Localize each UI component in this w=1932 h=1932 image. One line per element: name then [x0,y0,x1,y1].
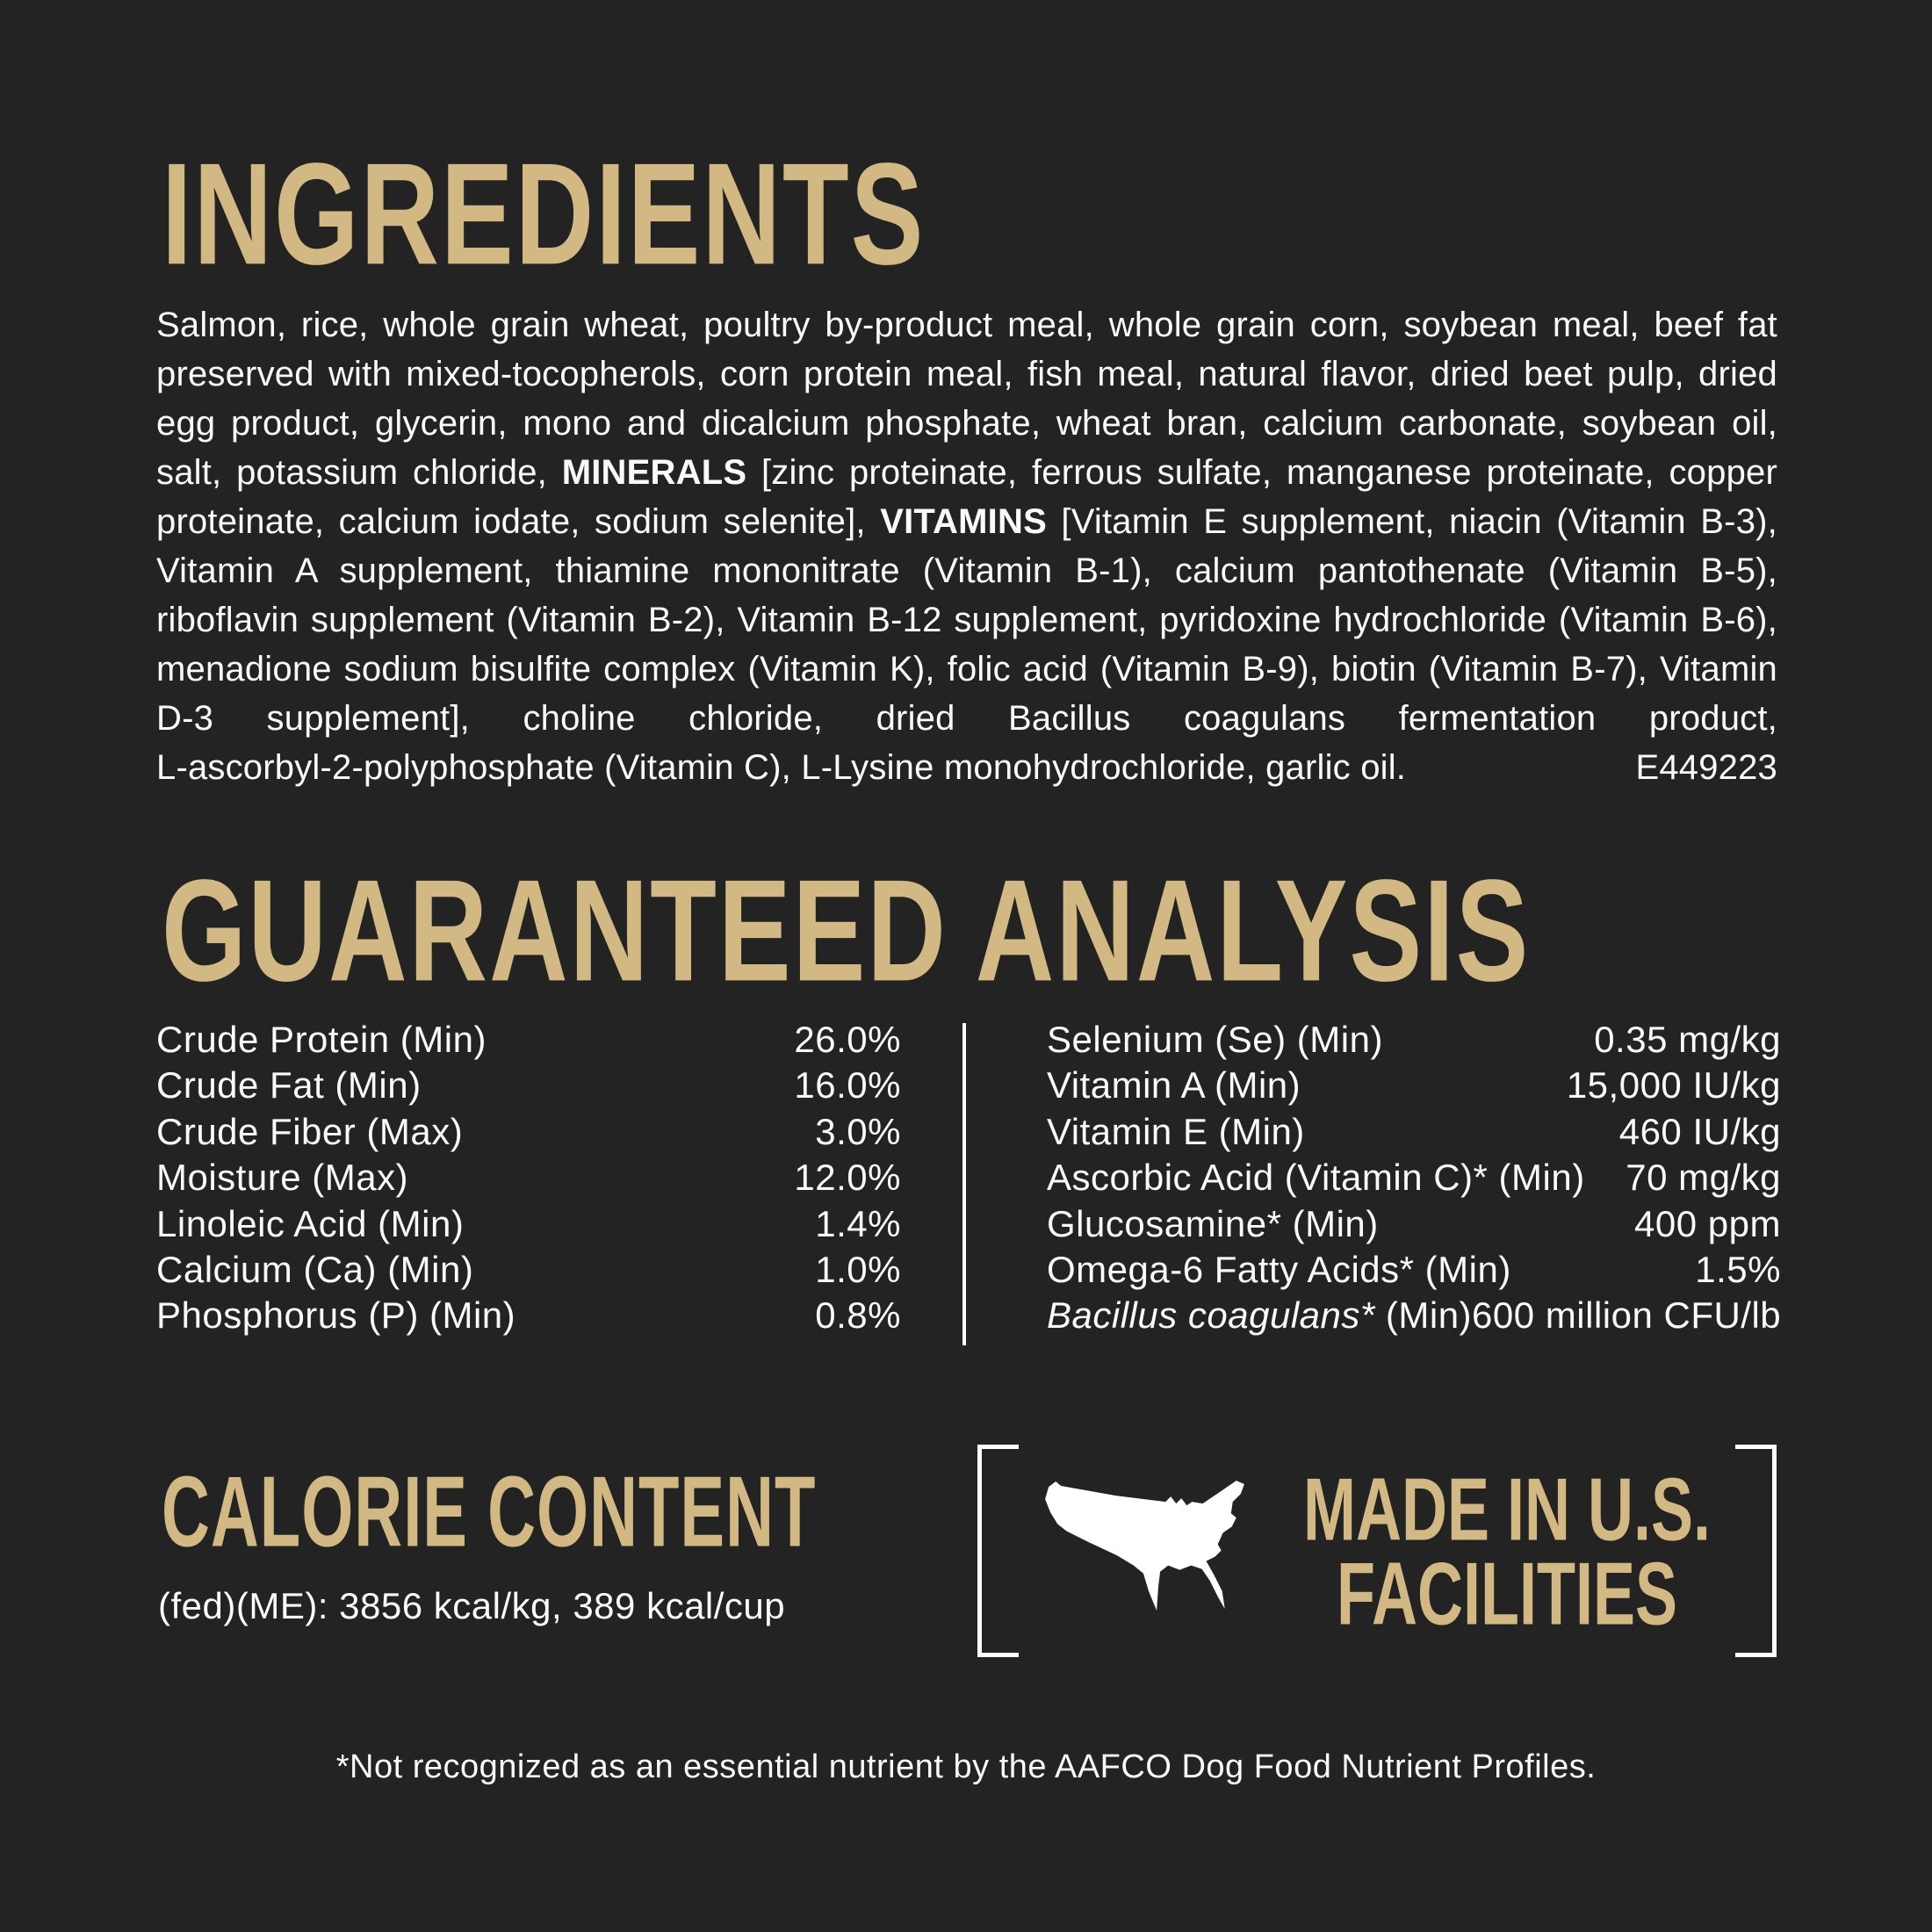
analysis-label: Vitamin E (Min) [1047,1110,1305,1152]
made-in-us-line1: MADE IN U.S. [1302,1460,1712,1561]
analysis-row: Omega-6 Fatty Acids* (Min) 1.5% [1047,1247,1781,1293]
analysis-value: 12.0% [794,1157,901,1199]
analysis-value: 1.4% [815,1202,901,1244]
ingredients-body: Salmon, rice, whole grain wheat, poultry… [156,300,1777,743]
ingredients-paragraph: Salmon, rice, whole grain wheat, poultry… [156,300,1777,792]
guaranteed-analysis-title: GUARANTEED ANALYSIS [162,851,1530,1004]
analysis-value: 0.8% [815,1294,901,1337]
ingredients-body-part1: Salmon, rice, whole grain wheat, poultry… [156,306,1777,492]
analysis-label-italic: Bacillus coagulans* [1047,1294,1375,1337]
analysis-label: Bacillus coagulans* (Min) [1047,1294,1473,1337]
analysis-right-column: Selenium (Se) (Min) 0.35 mg/kg Vitamin A… [1047,1017,1781,1339]
analysis-row: Calcium (Ca) (Min) 1.0% [156,1247,901,1293]
left-bracket-icon [977,1445,1019,1657]
vitamins-label: VITAMINS [880,502,1047,541]
analysis-value: 70 mg/kg [1626,1157,1781,1199]
analysis-label: Selenium (Se) (Min) [1047,1019,1383,1060]
calorie-content-title: CALORIE CONTENT [162,1458,816,1562]
analysis-row: Phosphorus (P) (Min) 0.8% [156,1293,901,1338]
analysis-value: 460 IU/kg [1618,1110,1781,1152]
analysis-row: Crude Fiber (Max) 3.0% [156,1109,901,1155]
analysis-row: Bacillus coagulans* (Min) 600 million CF… [1047,1293,1781,1338]
analysis-value: 26.0% [794,1019,901,1060]
analysis-value: 0.35 mg/kg [1594,1019,1781,1060]
ingredients-last-text: L-ascorbyl-2-polyphosphate (Vitamin C), … [156,748,1407,787]
ingredients-title-text: INGREDIENTS [162,133,926,296]
analysis-label: Omega-6 Fatty Acids* (Min) [1047,1248,1511,1290]
right-bracket-icon [1735,1445,1777,1657]
analysis-label: Glucosamine* (Min) [1047,1202,1379,1244]
analysis-value: 1.0% [815,1248,901,1290]
analysis-row: Glucosamine* (Min) 400 ppm [1047,1201,1781,1247]
analysis-row: Ascorbic Acid (Vitamin C)* (Min) 70 mg/k… [1047,1155,1781,1200]
ingredients-batch-code: E449223 [1635,748,1777,787]
analysis-value: 1.5% [1695,1248,1781,1290]
analysis-label: Crude Protein (Min) [156,1019,487,1060]
analysis-label: Vitamin A (Min) [1047,1064,1301,1107]
calorie-content-value: (fed)(ME): 3856 kcal/kg, 389 kcal/cup [158,1585,786,1626]
ingredients-body-part3: [Vitamin E supplement, niacin (Vitamin B… [156,502,1777,738]
column-divider [962,1023,966,1345]
ingredients-body-part2: [zinc proteinate, ferrous sulfate, manga… [156,453,1777,541]
analysis-label: Crude Fat (Min) [156,1064,422,1107]
analysis-value: 3.0% [815,1110,901,1152]
analysis-row: Vitamin E (Min) 460 IU/kg [1047,1109,1781,1155]
analysis-label: Ascorbic Acid (Vitamin C)* (Min) [1047,1157,1585,1199]
analysis-row: Crude Protein (Min) 26.0% [156,1017,901,1063]
usa-map-icon [1045,1481,1244,1611]
analysis-left-column: Crude Protein (Min) 26.0% Crude Fat (Min… [156,1017,901,1339]
analysis-label: Crude Fiber (Max) [156,1110,464,1152]
calorie-content-title-text: CALORIE CONTENT [162,1456,817,1568]
ingredients-title: INGREDIENTS [162,134,925,287]
analysis-label: Moisture (Max) [156,1157,409,1199]
analysis-value: 16.0% [794,1064,901,1107]
analysis-row: Vitamin A (Min) 15,000 IU/kg [1047,1063,1781,1108]
analysis-value: 600 million CFU/lb [1472,1294,1782,1337]
analysis-row: Linoleic Acid (Min) 1.4% [156,1201,901,1247]
made-in-us-line2: FACILITIES [1336,1545,1678,1645]
aafco-footnote: *Not recognized as an essential nutrient… [335,1748,1597,1785]
analysis-label: Linoleic Acid (Min) [156,1202,465,1244]
ingredients-last-line: L-ascorbyl-2-polyphosphate (Vitamin C), … [156,743,1777,792]
analysis-row: Selenium (Se) (Min) 0.35 mg/kg [1047,1017,1781,1063]
guaranteed-analysis-title-text: GUARANTEED ANALYSIS [162,850,1531,1013]
analysis-row: Moisture (Max) 12.0% [156,1155,901,1200]
minerals-label: MINERALS [561,453,747,492]
analysis-value: 400 ppm [1634,1202,1781,1244]
analysis-label: Phosphorus (P) (Min) [156,1294,516,1337]
analysis-value: 15,000 IU/kg [1566,1064,1781,1107]
analysis-row: Crude Fat (Min) 16.0% [156,1063,901,1108]
analysis-label: Calcium (Ca) (Min) [156,1248,474,1290]
